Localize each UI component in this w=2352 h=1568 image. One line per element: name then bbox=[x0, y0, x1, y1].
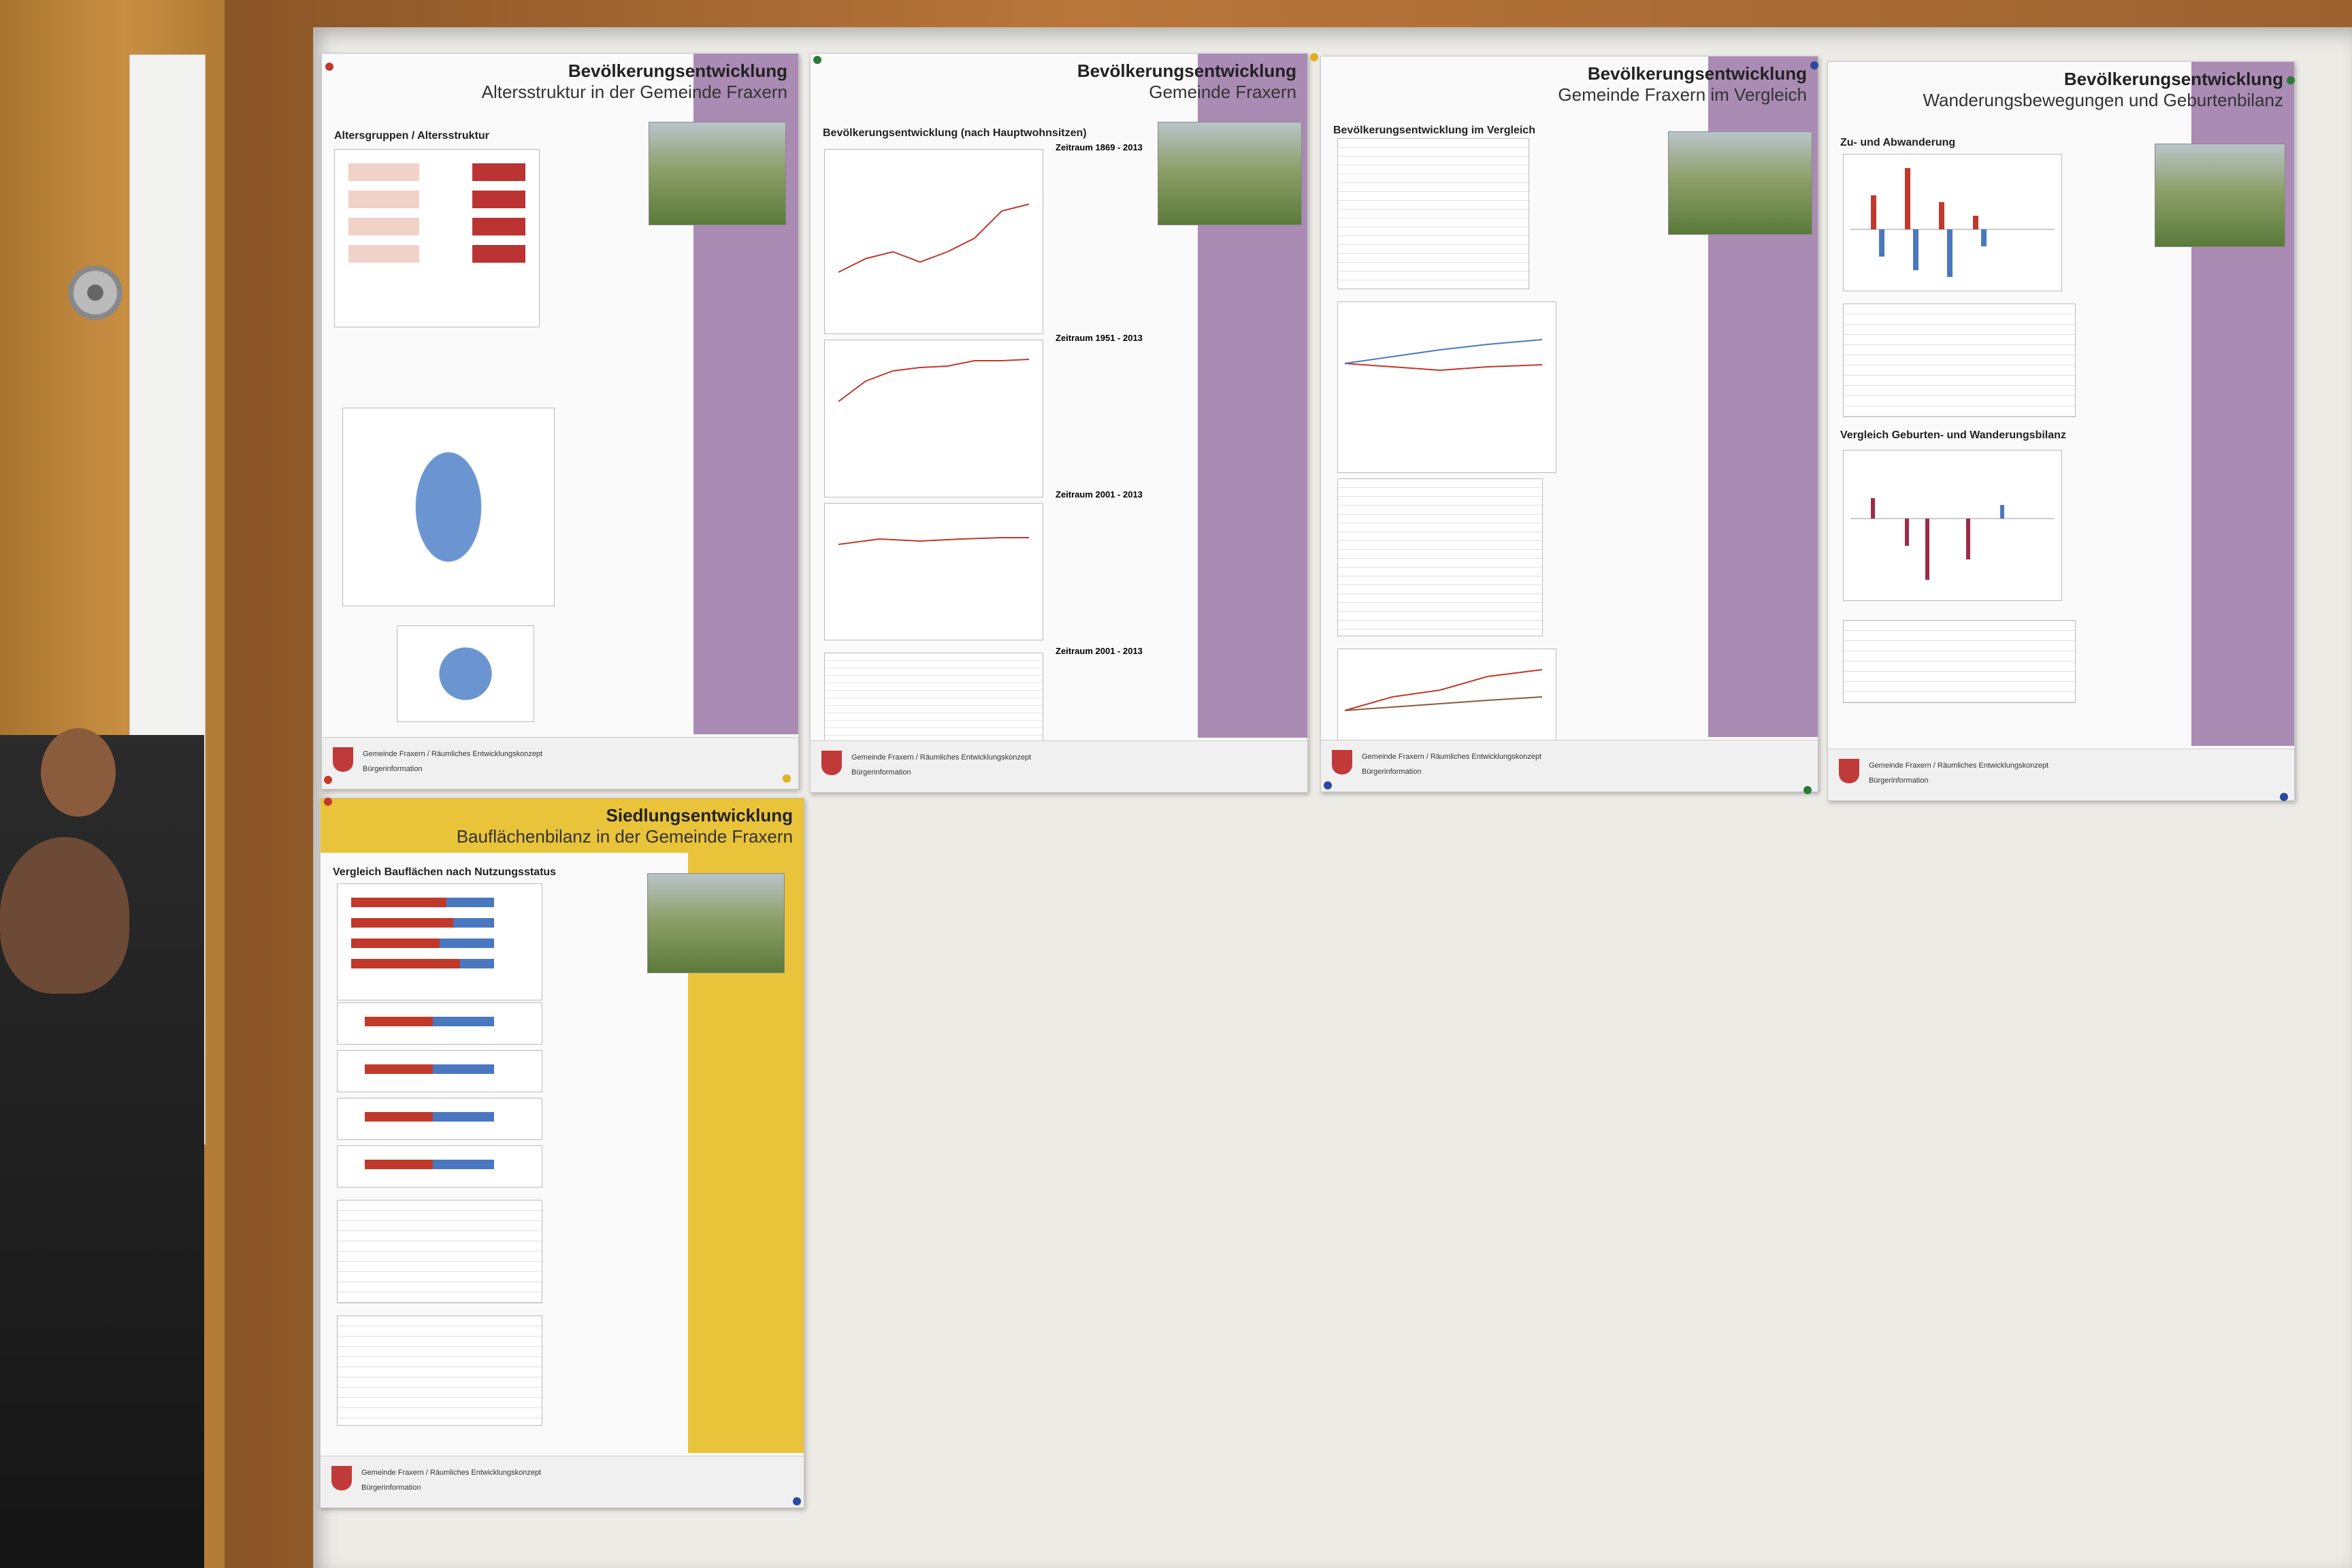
poster-altersstruktur: Bevölkerungsentwicklung Altersstruktur i… bbox=[321, 53, 799, 789]
data-table bbox=[1337, 138, 1529, 289]
migration-bar-chart bbox=[1843, 154, 2062, 291]
age-pyramid-chart-comparison bbox=[397, 625, 534, 722]
poster-title: Bevölkerungsentwicklung Altersstruktur i… bbox=[482, 61, 787, 103]
landscape-photo bbox=[1668, 131, 1812, 235]
poster-subtitle: Altersstruktur in der Gemeinde Fraxern bbox=[481, 82, 787, 102]
pin bbox=[325, 63, 333, 71]
section-heading: Zu- und Abwanderung bbox=[1840, 137, 1956, 148]
poster-title: Bevölkerungsentwicklung Gemeinde Fraxern… bbox=[1558, 63, 1807, 105]
stacked-bar-chart bbox=[334, 149, 540, 327]
door-lock bbox=[68, 265, 122, 320]
poster-title-main: Bevölkerungsentwicklung bbox=[1077, 61, 1296, 81]
person-head bbox=[0, 837, 129, 994]
poster-subtitle: Wanderungsbewegungen und Geburtenbilanz bbox=[1923, 90, 2283, 110]
pin bbox=[1310, 53, 1318, 61]
pin bbox=[2280, 793, 2288, 801]
period-label: Zeitraum 2001 - 2013 bbox=[1056, 489, 1143, 500]
poster-title-main: Bevölkerungsentwicklung bbox=[2063, 69, 2283, 89]
footer-subtext: Bürgerinformation bbox=[363, 765, 423, 773]
poster-title: Siedlungsentwicklung Bauflächenbilanz in… bbox=[457, 805, 793, 847]
pin bbox=[793, 1497, 801, 1505]
data-table bbox=[1337, 478, 1543, 636]
poster-title-main: Siedlungsentwicklung bbox=[606, 805, 793, 826]
horizontal-bar-chart bbox=[337, 1098, 542, 1140]
data-table bbox=[1843, 620, 2076, 703]
poster-subtitle: Gemeinde Fraxern im Vergleich bbox=[1558, 84, 1807, 105]
bar-chart-svg bbox=[1850, 168, 2055, 277]
poster-wanderung: Bevölkerungsentwicklung Wanderungsbewegu… bbox=[1827, 61, 2295, 801]
crest-icon bbox=[821, 751, 842, 775]
horizontal-bar-chart bbox=[337, 1145, 542, 1188]
section-heading: Vergleich Geburten- und Wanderungsbilanz bbox=[1840, 429, 2066, 441]
line-chart-svg bbox=[1344, 669, 1543, 711]
horizontal-bar-chart bbox=[337, 1002, 542, 1045]
orchard-photo bbox=[2155, 144, 2285, 247]
section-heading: Altersgruppen / Altersstruktur bbox=[334, 130, 489, 142]
poster-footer: Gemeinde Fraxern / Räumliches Entwicklun… bbox=[322, 737, 798, 789]
poster-footer: Gemeinde Fraxern / Räumliches Entwicklun… bbox=[1321, 740, 1818, 791]
pin bbox=[1803, 786, 1812, 794]
poster-title-main: Bevölkerungsentwicklung bbox=[1587, 63, 1807, 84]
age-pyramid-chart bbox=[342, 408, 555, 606]
footer-text: Gemeinde Fraxern / Räumliches Entwicklun… bbox=[1869, 762, 2049, 770]
poster-title: Bevölkerungsentwicklung Gemeinde Fraxern bbox=[1077, 61, 1296, 103]
poster-header-band bbox=[321, 798, 804, 853]
crest-icon bbox=[1839, 759, 1859, 783]
pin bbox=[324, 798, 332, 806]
crest-icon bbox=[331, 1466, 352, 1490]
footer-subtext: Bürgerinformation bbox=[1362, 768, 1422, 776]
line-chart-svg bbox=[1344, 339, 1543, 372]
church-photo bbox=[1158, 122, 1302, 225]
section-heading: Bevölkerungsentwicklung im Vergleich bbox=[1333, 125, 1535, 136]
poster-footer: Gemeinde Fraxern / Räumliches Entwicklun… bbox=[321, 1456, 804, 1507]
line-chart bbox=[824, 340, 1043, 497]
pin bbox=[813, 56, 821, 64]
period-label: Zeitraum 2001 - 2013 bbox=[1056, 646, 1143, 656]
data-table bbox=[337, 1200, 542, 1303]
index-line-chart bbox=[1337, 301, 1556, 473]
poster-siedlungsentwicklung: Siedlungsentwicklung Bauflächenbilanz in… bbox=[320, 798, 804, 1508]
village-photo bbox=[649, 122, 786, 225]
line-chart bbox=[824, 149, 1043, 334]
data-table bbox=[824, 653, 1043, 749]
line-chart-svg bbox=[838, 359, 1030, 402]
data-table bbox=[337, 1316, 542, 1426]
crest-icon bbox=[333, 747, 353, 772]
line-chart-svg bbox=[838, 203, 1030, 273]
period-label: Zeitraum 1951 - 2013 bbox=[1056, 333, 1143, 343]
poster-vergleich: Bevölkerungsentwicklung Gemeinde Fraxern… bbox=[1320, 56, 1818, 792]
poster-title-main: Bevölkerungsentwicklung bbox=[568, 61, 787, 81]
poster-title: Bevölkerungsentwicklung Wanderungsbewegu… bbox=[1923, 69, 2283, 111]
hillside-photo bbox=[647, 873, 785, 973]
pin bbox=[1810, 61, 1818, 69]
poster-footer: Gemeinde Fraxern / Räumliches Entwicklun… bbox=[1828, 749, 2294, 800]
horizontal-bar-chart bbox=[337, 883, 542, 1000]
bar-chart-svg bbox=[1850, 498, 2055, 580]
line-chart-svg bbox=[838, 537, 1029, 545]
balance-bar-chart bbox=[1843, 450, 2062, 601]
period-label: Zeitraum 1869 - 2013 bbox=[1056, 142, 1143, 152]
pin bbox=[2287, 76, 2295, 84]
poster-bevoelkerungsentwicklung: Bevölkerungsentwicklung Gemeinde Fraxern… bbox=[810, 53, 1308, 793]
poster-subtitle: Gemeinde Fraxern bbox=[1149, 82, 1296, 102]
crest-icon bbox=[1332, 750, 1352, 774]
footer-text: Gemeinde Fraxern / Räumliches Entwicklun… bbox=[363, 750, 543, 758]
footer-text: Gemeinde Fraxern / Räumliches Entwicklun… bbox=[851, 753, 1032, 762]
pin bbox=[324, 776, 332, 784]
poster-subtitle: Bauflächenbilanz in der Gemeinde Fraxern bbox=[456, 826, 793, 847]
section-heading: Vergleich Bauflächen nach Nutzungsstatus bbox=[333, 866, 557, 878]
section-heading: Bevölkerungsentwicklung (nach Hauptwohns… bbox=[823, 127, 1087, 139]
pin bbox=[1324, 781, 1332, 789]
footer-text: Gemeinde Fraxern / Räumliches Entwicklun… bbox=[1362, 753, 1542, 761]
data-table bbox=[1843, 304, 2076, 417]
footer-subtext: Bürgerinformation bbox=[851, 768, 911, 777]
pin bbox=[783, 774, 791, 783]
horizontal-bar-chart bbox=[337, 1050, 542, 1092]
footer-text: Gemeinde Fraxern / Räumliches Entwicklun… bbox=[361, 1469, 542, 1477]
person-head bbox=[41, 728, 116, 817]
footer-subtext: Bürgerinformation bbox=[1869, 777, 1929, 785]
footer-subtext: Bürgerinformation bbox=[361, 1484, 421, 1492]
line-chart bbox=[824, 503, 1043, 640]
poster-footer: Gemeinde Fraxern / Räumliches Entwicklun… bbox=[811, 740, 1307, 792]
